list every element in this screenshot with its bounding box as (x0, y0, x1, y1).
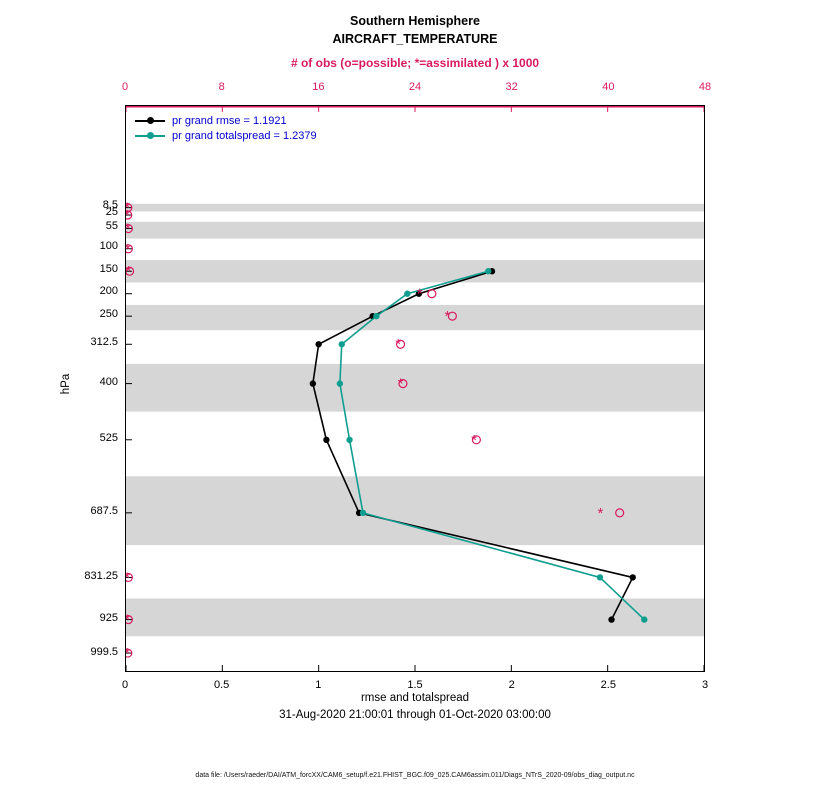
legend-label-rmse: pr grand rmse = 1.1921 (172, 114, 287, 127)
x-axis-label: rmse and totalspread (360, 692, 470, 704)
top-tick-label: 16 (312, 81, 325, 93)
pressure-layer-band (126, 203, 704, 212)
legend: pr grand rmse = 1.1921 pr grand totalspr… (135, 113, 317, 143)
series-point (336, 380, 344, 387)
y-tick-label: 312.5 (90, 336, 118, 349)
assimilated-count-marker: * (471, 432, 477, 449)
series-point (373, 312, 380, 320)
top-axis-label: # of obs (o=possible; *=assimilated ) x … (290, 56, 540, 70)
pressure-layer-band (126, 259, 704, 283)
x-tick-label: 2 (508, 679, 515, 691)
top-tick-label: 8 (218, 81, 225, 93)
y-tick-label: 999.5 (90, 646, 118, 658)
legend-label-totalspread: pr grand totalspread = 1.2379 (172, 129, 317, 142)
top-tick-label: 0 (121, 81, 129, 93)
possible-count-marker (395, 339, 406, 349)
chart-title-line1: Southern Hemisphere (350, 14, 480, 28)
y-tick-label: 25 (105, 206, 118, 219)
assimilated-count-marker: * (126, 263, 131, 280)
pressure-layer-band (126, 304, 704, 331)
x-tick-label: 0.5 (214, 679, 230, 691)
y-tick-label: 400 (99, 375, 118, 388)
y-tick-label: 100 (99, 240, 118, 253)
x-tick-label: 1.5 (407, 679, 423, 691)
legend-item-totalspread: pr grand totalspread = 1.2379 (135, 128, 317, 143)
date-range-subtitle: 31-Aug-2020 21:00:01 through 01-Oct-2020… (279, 709, 551, 721)
assimilated-count-marker: * (598, 505, 604, 522)
y-tick-label: 250 (99, 307, 118, 320)
assimilated-count-marker: * (126, 645, 130, 662)
possible-count-marker (398, 379, 408, 389)
pressure-layer-band (126, 476, 704, 546)
y-tick-label: 8.5 (102, 198, 118, 211)
series-point (404, 290, 411, 297)
top-tick-label: 48 (698, 81, 712, 93)
assimilated-count-marker: * (126, 241, 131, 258)
legend-dot-totalspread (147, 132, 154, 139)
data-file-footnote: data file: /Users/raeder/DAI/ATM_forcXX/… (195, 772, 635, 779)
y-tick-label: 525 (99, 431, 118, 444)
assimilated-count-marker: * (398, 376, 404, 393)
x-tick-label: 1 (315, 679, 322, 691)
top-tick-label: 40 (602, 81, 615, 93)
assimilated-count-marker: * (126, 612, 130, 629)
series-point (485, 268, 492, 275)
possible-count-marker (126, 210, 133, 220)
series-point (641, 616, 648, 623)
x-tick-label: 3 (701, 679, 709, 691)
series-point (415, 290, 423, 297)
assimilated-count-marker: * (126, 200, 130, 217)
series-point (608, 616, 615, 623)
possible-count-marker (126, 223, 133, 234)
assimilated-count-marker: * (417, 286, 423, 303)
y-tick-label: 925 (99, 612, 118, 625)
possible-count-marker (471, 435, 481, 445)
legend-item-rmse: pr grand rmse = 1.1921 (135, 113, 317, 128)
assimilated-count-marker: * (126, 207, 130, 224)
y-tick-label: 55 (105, 219, 118, 232)
series-point (309, 380, 317, 387)
assimilated-count-marker: * (126, 221, 131, 238)
series-point (596, 574, 604, 581)
legend-line-sample-totalspread (135, 132, 165, 139)
series-point (359, 509, 367, 517)
series-point (323, 436, 330, 444)
legend-line-sample-rmse (135, 117, 165, 124)
y-tick-label: 687.5 (90, 505, 118, 518)
assimilated-count-marker: * (126, 569, 130, 586)
x-tick-label: 2.5 (600, 679, 616, 691)
top-tick-label: 24 (408, 81, 422, 93)
y-tick-label: 831.25 (84, 570, 118, 583)
plot-canvas: ************** (126, 106, 704, 671)
legend-dot-rmse (147, 117, 154, 124)
series-point (346, 436, 353, 444)
pressure-layer-band (126, 221, 704, 239)
possible-count-marker (126, 244, 133, 254)
x-tick-label: 0 (121, 679, 129, 691)
assimilated-count-marker: * (445, 308, 451, 325)
possible-count-marker (615, 508, 625, 518)
possible-count-marker (126, 572, 133, 583)
assimilated-count-marker: * (395, 336, 401, 353)
possible-count-marker (447, 311, 457, 321)
series-point (338, 341, 345, 348)
chart-title-line2: AIRCRAFT_TEMPERATURE (332, 32, 498, 46)
possible-count-marker (126, 614, 133, 625)
plot-area: ************** pr grand rmse = 1.1921 pr… (125, 105, 705, 672)
series-point (629, 574, 636, 581)
pressure-layer-band (126, 598, 704, 637)
top-tick-label: 32 (505, 81, 518, 93)
series-point (315, 341, 322, 348)
y-tick-label: 150 (99, 262, 118, 275)
possible-count-marker (126, 266, 135, 276)
possible-count-marker (427, 289, 437, 299)
y-tick-label: 200 (99, 285, 118, 298)
pressure-layer-band (126, 363, 704, 412)
possible-count-marker (126, 648, 133, 658)
